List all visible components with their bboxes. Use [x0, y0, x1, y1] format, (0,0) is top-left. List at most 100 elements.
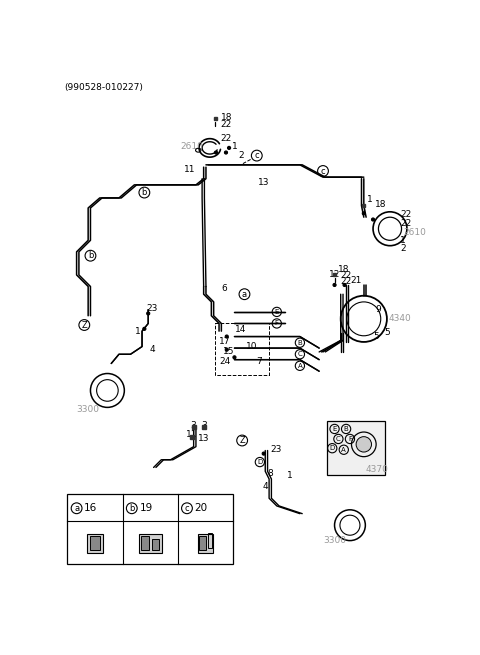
Text: D: D: [330, 445, 335, 451]
Text: 16: 16: [84, 503, 97, 514]
Circle shape: [225, 348, 228, 351]
Text: 13: 13: [258, 178, 269, 187]
Text: Z: Z: [239, 436, 245, 445]
Bar: [139, 534, 162, 553]
Text: 2610: 2610: [404, 228, 427, 237]
Text: 4340: 4340: [388, 314, 411, 324]
Bar: [192, 426, 195, 429]
Text: 22: 22: [340, 271, 351, 280]
Circle shape: [356, 437, 372, 452]
Text: 1: 1: [287, 471, 293, 479]
Text: B: B: [344, 426, 348, 432]
Text: 4370: 4370: [365, 465, 388, 474]
Text: 3: 3: [191, 421, 196, 430]
Circle shape: [362, 212, 365, 215]
Text: 21: 21: [350, 276, 361, 285]
Text: a: a: [242, 290, 247, 299]
Bar: [362, 204, 365, 207]
Bar: [327, 421, 384, 475]
Circle shape: [215, 151, 217, 154]
Text: 8: 8: [267, 469, 273, 478]
Text: c: c: [321, 166, 325, 176]
Text: F: F: [348, 436, 352, 442]
Text: 22: 22: [221, 121, 232, 129]
Text: 9: 9: [375, 305, 381, 314]
Bar: [203, 426, 206, 429]
Bar: [141, 536, 149, 550]
Circle shape: [225, 151, 228, 154]
Circle shape: [343, 284, 346, 286]
Circle shape: [225, 335, 228, 338]
Circle shape: [233, 356, 236, 359]
Text: 6: 6: [221, 284, 227, 293]
Text: C: C: [336, 436, 341, 442]
Text: 5: 5: [373, 332, 379, 341]
Bar: [90, 536, 99, 550]
Bar: [199, 536, 206, 550]
Text: 3300: 3300: [77, 405, 99, 414]
Text: 11: 11: [184, 165, 196, 174]
Text: 4: 4: [150, 345, 156, 354]
Text: 18: 18: [374, 200, 386, 208]
Text: 22: 22: [400, 219, 411, 228]
Bar: [214, 117, 217, 120]
Text: c: c: [254, 151, 259, 160]
Text: 5: 5: [384, 328, 390, 337]
Text: A: A: [298, 363, 302, 369]
Text: 17: 17: [219, 337, 230, 346]
Text: 1: 1: [367, 195, 372, 204]
Text: 1: 1: [135, 327, 141, 335]
Text: 12: 12: [329, 270, 340, 278]
Text: b: b: [142, 188, 147, 197]
Text: F: F: [275, 320, 279, 326]
Text: A: A: [341, 447, 346, 453]
Text: C: C: [298, 351, 302, 357]
Text: 24: 24: [219, 358, 230, 366]
Text: 3: 3: [201, 421, 207, 430]
Text: 1: 1: [400, 236, 406, 245]
Text: 14: 14: [235, 325, 247, 334]
Text: 10: 10: [246, 342, 257, 351]
Text: b: b: [129, 504, 134, 513]
Text: 7: 7: [256, 358, 262, 366]
Text: E: E: [332, 426, 337, 432]
Text: 13: 13: [197, 434, 209, 443]
Text: D: D: [257, 459, 263, 465]
Circle shape: [333, 284, 336, 286]
Text: 23: 23: [271, 445, 282, 454]
Bar: [87, 534, 103, 553]
Text: b: b: [88, 252, 93, 260]
Text: 4: 4: [263, 482, 269, 491]
Circle shape: [372, 218, 374, 221]
Text: E: E: [275, 309, 279, 315]
Text: 18: 18: [338, 265, 350, 274]
Text: B: B: [298, 340, 302, 346]
Circle shape: [262, 452, 265, 455]
Text: 1: 1: [232, 142, 238, 151]
Bar: [152, 539, 159, 550]
Bar: [333, 273, 336, 276]
Text: 20: 20: [195, 503, 208, 514]
Text: 2610: 2610: [180, 142, 204, 151]
Text: 23: 23: [146, 303, 157, 312]
Text: c: c: [185, 504, 189, 513]
Text: 22: 22: [340, 277, 351, 286]
Text: 22: 22: [400, 210, 411, 219]
Text: (990528-010227): (990528-010227): [64, 83, 143, 92]
Text: 22: 22: [221, 134, 232, 143]
Text: 18: 18: [221, 113, 232, 122]
Bar: [190, 435, 194, 439]
Circle shape: [147, 312, 150, 315]
Text: 3300: 3300: [323, 536, 346, 545]
Text: 2: 2: [400, 244, 406, 252]
Circle shape: [143, 328, 146, 330]
Text: a: a: [74, 504, 79, 513]
Text: 2: 2: [238, 151, 244, 160]
Circle shape: [228, 146, 230, 149]
Bar: [198, 534, 213, 553]
Bar: [67, 495, 233, 564]
Text: Z: Z: [82, 320, 87, 329]
Text: 15: 15: [223, 347, 234, 356]
Text: 19: 19: [140, 503, 153, 514]
Bar: [208, 533, 212, 548]
